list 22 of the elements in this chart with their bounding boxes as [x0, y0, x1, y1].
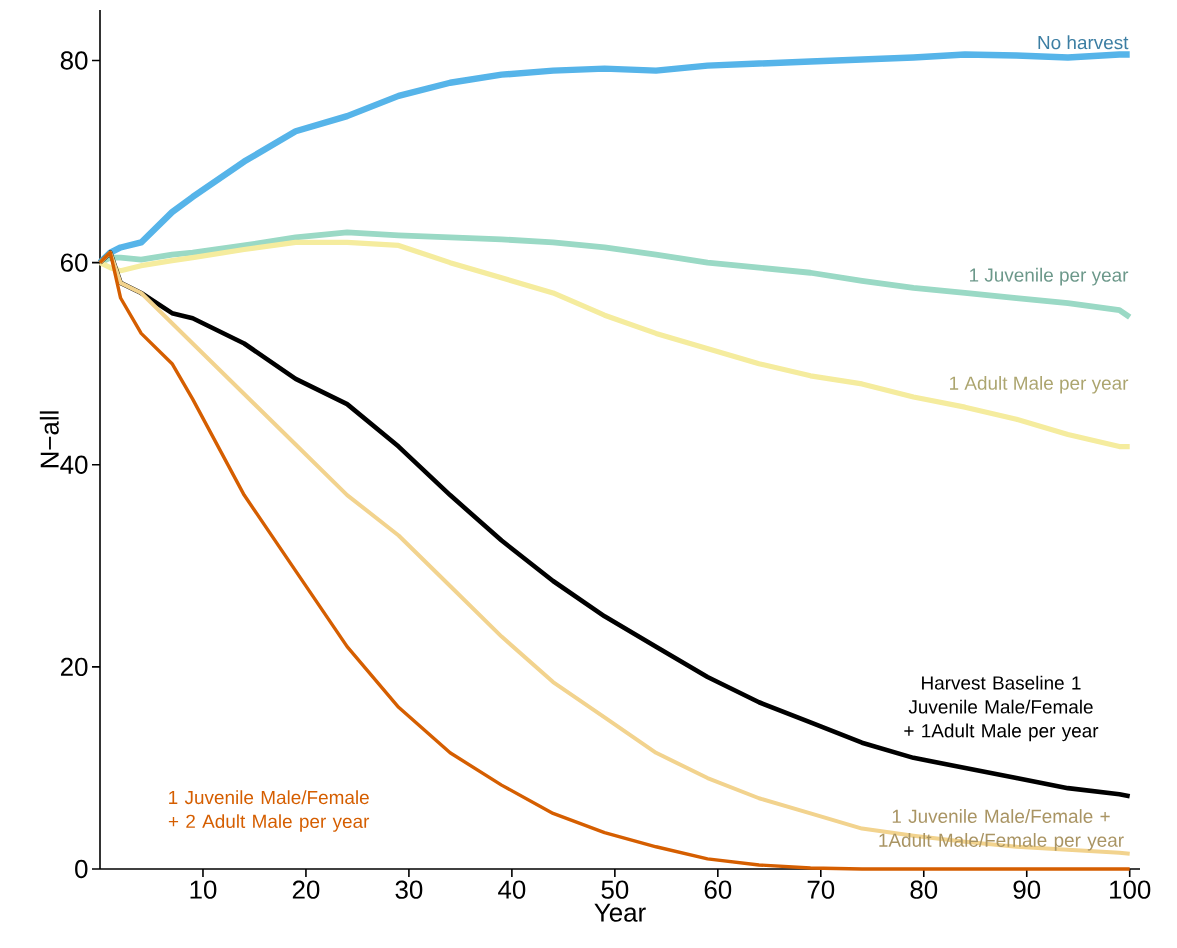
y-tick-label: 60 — [60, 253, 88, 272]
x-tick-label: 100 — [1110, 880, 1151, 899]
x-tick-label: 40 — [498, 880, 526, 899]
x-tick-label: 70 — [807, 880, 835, 899]
y-axis-title: N−all — [39, 411, 59, 468]
x-tick-label: 90 — [1013, 880, 1041, 899]
series-label: 1 Juvenile per year — [970, 267, 1129, 286]
series-label: 1 Adult Male per year — [950, 375, 1129, 394]
x-axis-title: Year — [594, 903, 646, 922]
y-tick-label: 20 — [60, 657, 88, 677]
y-tick-label: 40 — [60, 455, 88, 474]
series-label: Harvest Baseline 1 Juvenile Male/Female + 1Adult Male per year — [904, 675, 1099, 742]
x-tick-label: 80 — [910, 880, 938, 899]
y-tick-label: 80 — [60, 51, 88, 70]
x-tick-label: 20 — [292, 880, 320, 899]
y-tick-label: 0 — [75, 859, 88, 879]
series-label: No harvest — [1038, 35, 1129, 50]
x-tick-label: 50 — [601, 880, 629, 899]
x-tick-label: 60 — [704, 880, 732, 899]
text: 1 Juvenile Male/Female + 2 Adult Male per year — [168, 790, 370, 832]
x-tick-label: 10 — [190, 880, 217, 899]
x-tick-label: 30 — [395, 880, 423, 899]
